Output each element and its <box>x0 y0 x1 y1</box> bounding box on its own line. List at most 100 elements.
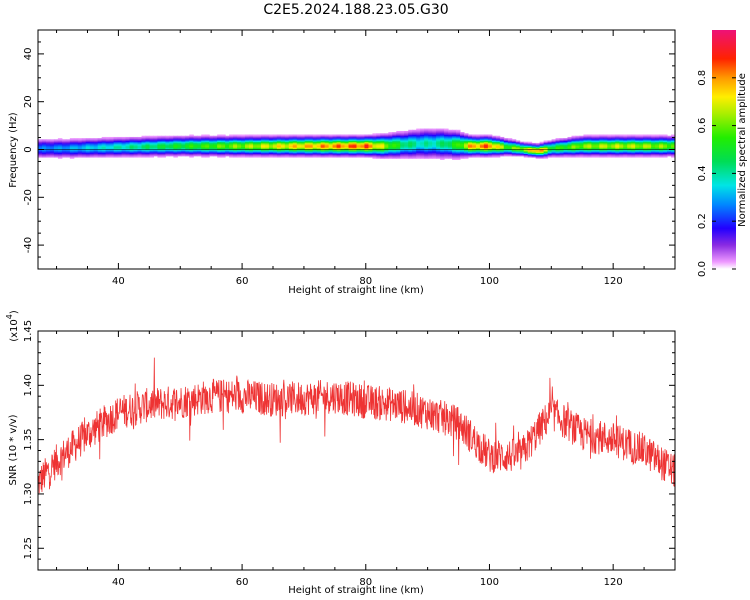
heatmap-cell <box>587 139 592 141</box>
heatmap-cell <box>245 151 250 153</box>
heatmap-cell <box>121 156 127 158</box>
heatmap-cell <box>555 140 561 143</box>
heatmap-cell <box>312 135 318 138</box>
heatmap-cell <box>420 156 425 158</box>
heatmap-cell <box>229 134 234 137</box>
heatmap-cell <box>69 154 75 157</box>
heatmap-cell <box>376 139 381 141</box>
heatmap-cell <box>300 153 306 156</box>
heatmap-cell <box>272 141 278 144</box>
heatmap-cell <box>487 150 493 152</box>
heatmap-cell <box>452 139 457 141</box>
heatmap-cell <box>623 140 628 143</box>
heatmap-cell <box>137 152 143 154</box>
heatmap-cell <box>663 139 668 141</box>
heatmap-cell <box>221 145 226 147</box>
heatmap-cell <box>177 135 182 138</box>
heatmap-cell <box>344 141 350 144</box>
heatmap-cell <box>543 141 549 144</box>
heatmap-cell <box>41 142 47 145</box>
heatmap-cell <box>531 154 537 157</box>
heatmap-cell <box>655 156 660 158</box>
heatmap-cell <box>324 135 330 138</box>
heatmap-cell <box>420 157 425 159</box>
heatmap-cell <box>483 150 489 152</box>
heatmap-cell <box>483 138 489 140</box>
heatmap-cell <box>456 138 461 140</box>
heatmap-cell <box>153 146 158 149</box>
heatmap-cell <box>129 151 135 153</box>
heatmap-cell <box>456 152 461 154</box>
heatmap-cell <box>61 153 67 156</box>
heatmap-cell <box>611 144 616 146</box>
heatmap-cell <box>376 138 381 140</box>
heatmap-cell <box>272 140 278 143</box>
heatmap-cell <box>575 152 580 154</box>
heatmap-cell <box>276 156 282 158</box>
heatmap-cell <box>651 153 656 156</box>
heatmap-cell <box>467 140 473 143</box>
heatmap-cell <box>161 154 166 157</box>
heatmap-cell <box>523 145 529 147</box>
heatmap-cell <box>388 154 393 157</box>
heatmap-cell <box>209 139 214 141</box>
heatmap-cell <box>121 145 127 147</box>
heatmap-cell <box>129 147 135 150</box>
heatmap-cell <box>205 145 210 147</box>
heatmap-cell <box>408 144 413 146</box>
heatmap-cell <box>507 147 513 150</box>
heatmap-cell <box>268 154 274 157</box>
heatmap-cell <box>65 141 71 144</box>
heatmap-cell <box>651 154 656 157</box>
heatmap-cell <box>639 139 644 141</box>
heatmap-cell <box>611 138 616 140</box>
heatmap-cell <box>655 138 660 140</box>
heatmap-cell <box>368 145 373 147</box>
heatmap-cell <box>105 138 111 140</box>
heatmap-cell <box>607 151 612 153</box>
heatmap-cell <box>420 154 425 157</box>
heatmap-cell <box>57 145 63 147</box>
heatmap-cell <box>300 134 306 137</box>
heatmap-cell <box>460 147 465 150</box>
heatmap-cell <box>161 146 166 149</box>
heatmap-cell <box>73 139 79 141</box>
heatmap-cell <box>296 141 302 144</box>
heatmap-cell <box>440 157 445 159</box>
heatmap-cell <box>101 152 107 154</box>
heatmap-cell <box>65 153 71 156</box>
heatmap-cell <box>344 153 350 156</box>
heatmap-cell <box>356 135 361 138</box>
heatmap-cell <box>436 132 441 134</box>
heatmap-cell <box>77 141 83 144</box>
heatmap-cell <box>38 152 43 154</box>
heatmap-cell <box>197 145 202 147</box>
heatmap-cell <box>567 150 572 152</box>
heatmap-cell <box>73 146 79 149</box>
heatmap-cell <box>384 138 389 140</box>
heatmap-cell <box>527 147 533 150</box>
heatmap-cell <box>567 156 572 158</box>
heatmap-cell <box>503 153 509 156</box>
heatmap-cell <box>639 156 644 158</box>
heatmap-cell <box>61 150 67 152</box>
heatmap-cell <box>392 142 397 145</box>
heatmap-cell <box>344 140 350 143</box>
heatmap-cell <box>205 134 210 137</box>
heatmap-cell <box>93 147 99 150</box>
heatmap-cell <box>360 147 365 150</box>
heatmap-cell <box>81 139 87 141</box>
heatmap-cell <box>615 140 620 143</box>
heatmap-cell <box>252 139 258 141</box>
heatmap-cell <box>396 140 401 143</box>
heatmap-cell <box>635 141 640 144</box>
heatmap-cell <box>543 157 549 159</box>
heatmap-cell <box>663 150 668 152</box>
heatmap-cell <box>53 156 59 158</box>
heatmap-cell <box>671 146 675 149</box>
heatmap-cell <box>360 153 365 156</box>
heatmap-cell <box>53 150 59 152</box>
heatmap-cell <box>392 146 397 149</box>
heatmap-cell <box>237 146 242 149</box>
heatmap-cell <box>177 152 182 154</box>
